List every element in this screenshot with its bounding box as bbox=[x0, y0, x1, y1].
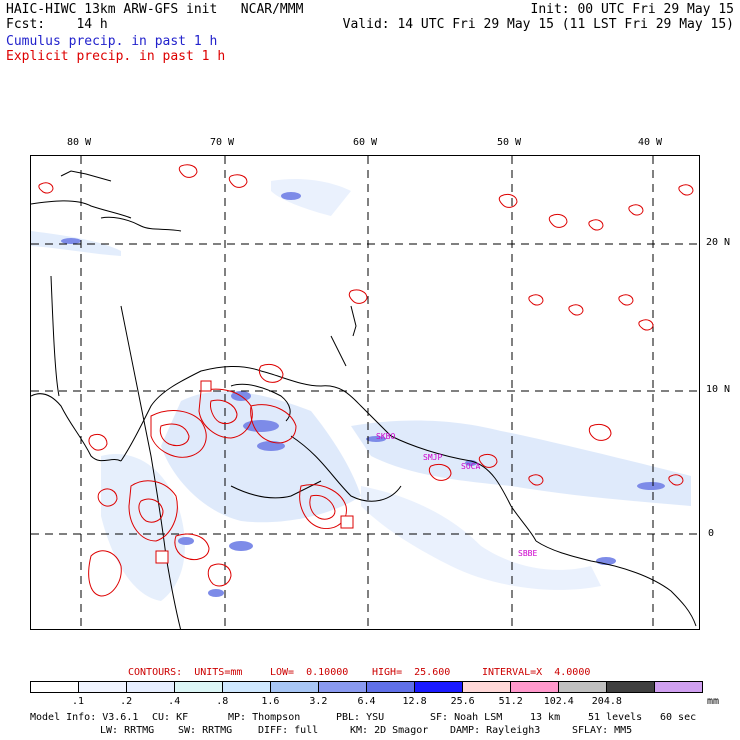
station-markers bbox=[155, 380, 354, 564]
colorbar-label: .1 bbox=[72, 696, 85, 707]
init-time: Init: 00 UTC Fri 29 May 15 bbox=[530, 2, 735, 17]
forecast-hour: Fcst: 14 h bbox=[6, 17, 108, 32]
lon-label-60w: 60 W bbox=[353, 137, 378, 148]
cu-scheme: CU: KF bbox=[152, 712, 189, 723]
colorbar bbox=[30, 681, 703, 693]
km-scheme: KM: 2D Smagor bbox=[350, 725, 429, 736]
lon-label-40w: 40 W bbox=[638, 137, 663, 148]
cumulus-precip-areas bbox=[31, 179, 691, 601]
colorbar-swatch bbox=[79, 682, 127, 692]
contours-low: LOW= 0.10000 bbox=[270, 667, 349, 678]
contours-units: CONTOURS: UNITS=mm bbox=[128, 667, 243, 678]
lat-label-10n: 10 N bbox=[706, 384, 731, 395]
valid-time: Valid: 14 UTC Fri 29 May 15 (11 LST Fri … bbox=[342, 17, 734, 32]
colorbar-label: .2 bbox=[120, 696, 133, 707]
colorbar-swatch bbox=[655, 682, 702, 692]
colorbar-label: 1.6 bbox=[261, 696, 280, 707]
colorbar-swatch bbox=[31, 682, 79, 692]
map-canvas: SKBO SMJP SOCA SBBE bbox=[31, 156, 699, 629]
colorbar-swatch bbox=[607, 682, 655, 692]
model-info: Model Info: V3.6.1 bbox=[30, 712, 139, 723]
resolution: 13 km bbox=[530, 712, 561, 723]
lat-label-20n: 20 N bbox=[706, 237, 731, 248]
mp-scheme: MP: Thompson bbox=[228, 712, 301, 723]
colorbar-label: 25.6 bbox=[450, 696, 475, 707]
colorbar-swatch bbox=[511, 682, 559, 692]
colorbar-label: 3.2 bbox=[309, 696, 328, 707]
colorbar-swatch bbox=[223, 682, 271, 692]
contours-high: HIGH= 25.600 bbox=[372, 667, 451, 678]
lat-lon-grid bbox=[31, 156, 699, 629]
colorbar-label: .8 bbox=[216, 696, 229, 707]
colorbar-label: 51.2 bbox=[498, 696, 523, 707]
levels: 51 levels bbox=[588, 712, 643, 723]
plot-title: HAIC-HIWC 13km ARW-GFS init NCAR/MMM bbox=[6, 2, 304, 17]
colorbar-label: 6.4 bbox=[357, 696, 376, 707]
sf-scheme: SF: Noah LSM bbox=[430, 712, 503, 723]
colorbar-label: .4 bbox=[168, 696, 181, 707]
colorbar-swatch bbox=[319, 682, 367, 692]
precip-map: SKBO SMJP SOCA SBBE bbox=[30, 155, 700, 630]
explicit-precip-contours bbox=[38, 164, 694, 597]
colorbar-swatch bbox=[415, 682, 463, 692]
coastlines bbox=[31, 170, 697, 629]
sw-scheme: SW: RRTMG bbox=[178, 725, 233, 736]
colorbar-label: 12.8 bbox=[402, 696, 427, 707]
station-label-smjp: SMJP bbox=[423, 453, 442, 462]
station-label-sbbe: SBBE bbox=[518, 549, 537, 558]
diff-scheme: DIFF: full bbox=[258, 725, 319, 736]
sflay-scheme: SFLAY: MM5 bbox=[572, 725, 633, 736]
colorbar-swatch bbox=[127, 682, 175, 692]
lon-label-80w: 80 W bbox=[67, 137, 92, 148]
contours-interval: INTERVAL=X 4.0000 bbox=[482, 667, 591, 678]
colorbar-label: 204.8 bbox=[591, 696, 622, 707]
colorbar-unit: mm bbox=[707, 696, 720, 707]
lw-scheme: LW: RRTMG bbox=[100, 725, 155, 736]
colorbar-label: 102.4 bbox=[543, 696, 574, 707]
lat-label-0: 0 bbox=[708, 528, 715, 539]
colorbar-swatch bbox=[271, 682, 319, 692]
colorbar-swatch bbox=[559, 682, 607, 692]
colorbar-swatch bbox=[463, 682, 511, 692]
station-label-skbo: SKBO bbox=[376, 432, 395, 441]
colorbar-swatch bbox=[175, 682, 223, 692]
lon-label-70w: 70 W bbox=[210, 137, 235, 148]
colorbar-swatch bbox=[367, 682, 415, 692]
timestep: 60 sec bbox=[660, 712, 697, 723]
lon-label-50w: 50 W bbox=[497, 137, 522, 148]
damp-scheme: DAMP: Rayleigh3 bbox=[450, 725, 541, 736]
legend-cumulus: Cumulus precip. in past 1 h bbox=[6, 34, 218, 49]
station-label-soca: SOCA bbox=[461, 462, 480, 471]
legend-explicit: Explicit precip. in past 1 h bbox=[6, 49, 226, 64]
pbl-scheme: PBL: YSU bbox=[336, 712, 385, 723]
